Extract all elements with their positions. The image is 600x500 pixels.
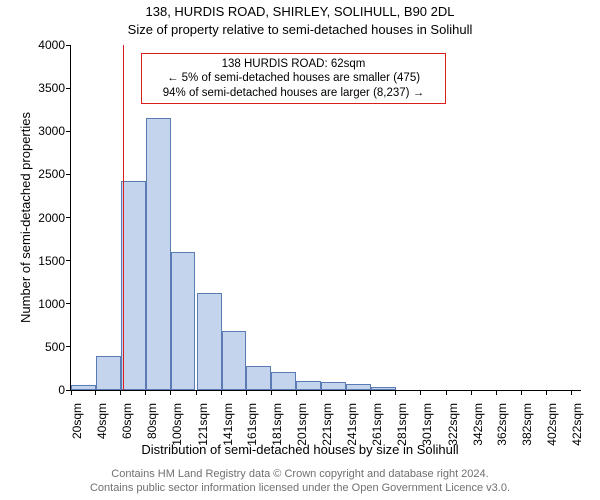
histogram-bar <box>71 385 96 390</box>
y-tick-mark <box>66 346 71 347</box>
x-tick-label: 342sqm <box>471 403 485 446</box>
x-tick-mark <box>496 390 497 395</box>
y-tick-label: 3500 <box>38 81 65 95</box>
y-axis-label: Number of semi-detached properties <box>18 45 33 390</box>
x-tick-mark <box>246 390 247 395</box>
y-tick-mark <box>66 88 71 89</box>
x-tick-mark <box>170 390 171 395</box>
x-axis-label: Distribution of semi-detached houses by … <box>0 442 600 457</box>
x-tick-label: 121sqm <box>196 403 210 446</box>
histogram-bar <box>146 118 171 390</box>
y-tick-mark <box>66 131 71 132</box>
x-tick-label: 80sqm <box>145 403 159 439</box>
annotation-line: ← 5% of semi-detached houses are smaller… <box>148 71 439 85</box>
x-tick-label: 60sqm <box>120 403 134 439</box>
x-tick-label: 362sqm <box>495 403 509 446</box>
histogram-bar <box>171 252 196 390</box>
x-tick-mark <box>446 390 447 395</box>
x-tick-mark <box>321 390 322 395</box>
y-tick-label: 0 <box>58 383 65 397</box>
x-tick-mark <box>145 390 146 395</box>
y-tick-mark <box>66 217 71 218</box>
histogram-bar <box>96 356 121 390</box>
property-marker-line <box>123 45 124 390</box>
y-tick-label: 2500 <box>38 167 65 181</box>
chart-title-line2: Size of property relative to semi-detach… <box>0 22 600 37</box>
histogram-bar <box>346 384 371 390</box>
y-tick-label: 500 <box>45 340 65 354</box>
x-tick-label: 201sqm <box>295 403 309 446</box>
x-tick-mark <box>420 390 421 395</box>
x-tick-mark <box>221 390 222 395</box>
histogram-bar <box>222 331 247 390</box>
x-tick-label: 181sqm <box>270 403 284 446</box>
histogram-bar <box>246 366 271 390</box>
x-tick-mark <box>571 390 572 395</box>
x-tick-mark <box>345 390 346 395</box>
x-tick-label: 20sqm <box>70 403 84 439</box>
y-tick-mark <box>66 303 71 304</box>
histogram-bar <box>121 181 146 390</box>
x-tick-label: 221sqm <box>320 403 334 446</box>
x-tick-mark <box>395 390 396 395</box>
x-tick-label: 100sqm <box>170 403 184 446</box>
y-tick-label: 2000 <box>38 211 65 225</box>
x-tick-label: 261sqm <box>370 403 384 446</box>
y-tick-mark <box>66 45 71 46</box>
x-tick-label: 40sqm <box>95 403 109 439</box>
y-tick-mark <box>66 174 71 175</box>
footer-line1: Contains HM Land Registry data © Crown c… <box>0 468 600 480</box>
x-tick-label: 241sqm <box>345 403 359 446</box>
x-tick-mark <box>546 390 547 395</box>
histogram-bar <box>271 372 296 390</box>
x-tick-mark <box>271 390 272 395</box>
x-tick-mark <box>471 390 472 395</box>
x-tick-mark <box>120 390 121 395</box>
x-tick-label: 161sqm <box>245 403 259 446</box>
x-tick-mark <box>521 390 522 395</box>
plot-area: 0500100015002000250030003500400020sqm40s… <box>70 45 581 391</box>
x-tick-label: 402sqm <box>545 403 559 446</box>
histogram-bar <box>371 387 396 390</box>
histogram-bar <box>296 381 321 390</box>
x-tick-mark <box>296 390 297 395</box>
y-tick-label: 4000 <box>38 38 65 52</box>
x-tick-mark <box>71 390 72 395</box>
y-tick-mark <box>66 260 71 261</box>
x-tick-label: 422sqm <box>570 403 584 446</box>
x-tick-label: 382sqm <box>520 403 534 446</box>
footer-line2: Contains public sector information licen… <box>0 482 600 494</box>
x-tick-mark <box>370 390 371 395</box>
x-tick-label: 301sqm <box>420 403 434 446</box>
x-tick-mark <box>95 390 96 395</box>
chart-title-line1: 138, HURDIS ROAD, SHIRLEY, SOLIHULL, B90… <box>0 4 600 19</box>
y-tick-label: 1500 <box>38 254 65 268</box>
y-tick-label: 3000 <box>38 124 65 138</box>
annotation-line: 138 HURDIS ROAD: 62sqm <box>148 57 439 71</box>
annotation-line: 94% of semi-detached houses are larger (… <box>148 86 439 100</box>
y-tick-label: 1000 <box>38 297 65 311</box>
x-tick-label: 281sqm <box>395 403 409 446</box>
x-tick-label: 322sqm <box>446 403 460 446</box>
chart-root: { "title": { "line1": "138, HURDIS ROAD,… <box>0 0 600 500</box>
annotation-box: 138 HURDIS ROAD: 62sqm← 5% of semi-detac… <box>141 53 446 104</box>
histogram-bar <box>321 382 346 390</box>
x-tick-mark <box>196 390 197 395</box>
histogram-bar <box>197 293 222 390</box>
x-tick-label: 141sqm <box>221 403 235 446</box>
